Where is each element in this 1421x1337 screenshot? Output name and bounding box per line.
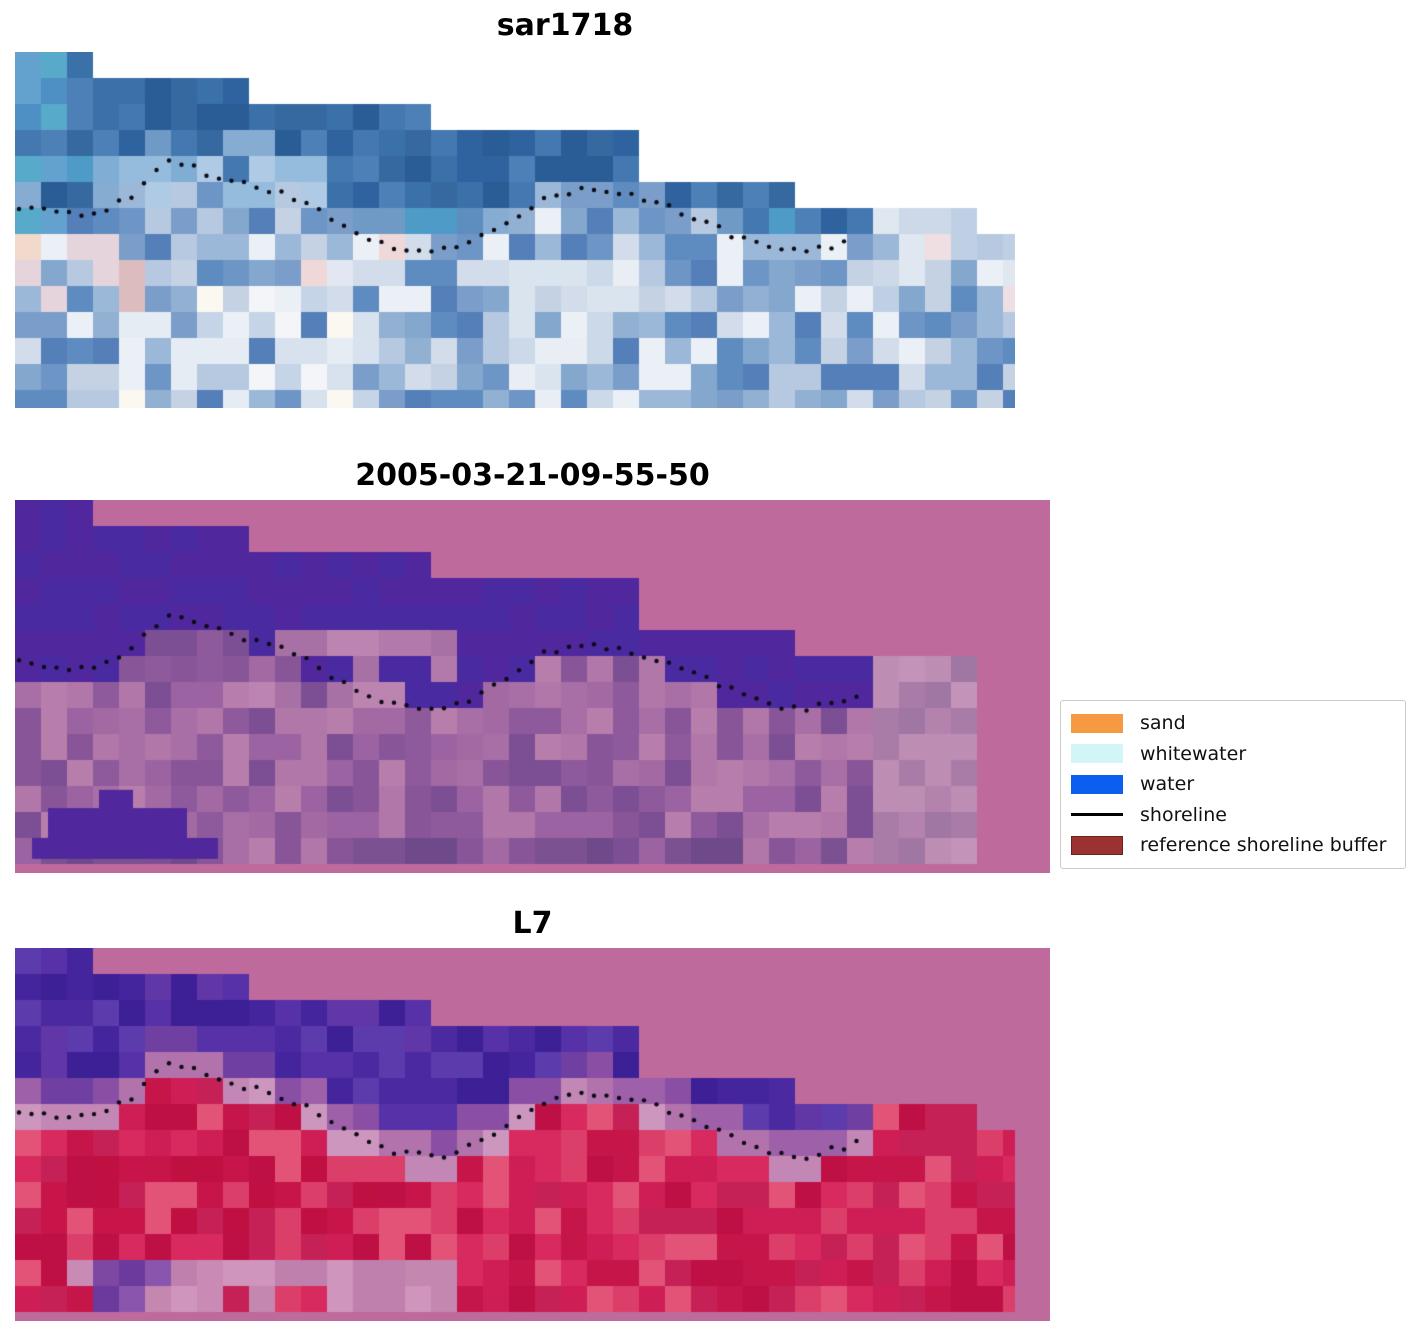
legend-label: shoreline [1140, 803, 1227, 826]
legend: sand whitewater water shoreline referenc… [1060, 700, 1406, 869]
legend-label: sand [1140, 712, 1186, 735]
legend-item-sand: sand [1071, 708, 1395, 739]
panel-title-l7: L7 [512, 906, 553, 941]
whitewater-swatch-icon [1071, 744, 1123, 764]
sand-swatch-icon [1071, 713, 1123, 733]
legend-item-water: water [1071, 769, 1395, 800]
classified-image-panel [15, 500, 1050, 873]
reference-buffer-swatch-icon [1071, 835, 1123, 855]
shoreline-line-icon [1071, 813, 1123, 817]
sar-image-panel [15, 52, 1015, 408]
legend-item-whitewater: whitewater [1071, 739, 1395, 770]
legend-label: reference shoreline buffer [1140, 834, 1387, 857]
legend-label: water [1140, 773, 1195, 796]
legend-label: whitewater [1140, 742, 1247, 765]
panel-title-sar1718: sar1718 [496, 8, 634, 43]
legend-item-shoreline: shoreline [1071, 800, 1395, 831]
l7-image-panel [15, 948, 1050, 1321]
panel-title-classified-date: 2005-03-21-09-55-50 [355, 458, 710, 493]
legend-item-reference-buffer: reference shoreline buffer [1071, 830, 1395, 861]
water-swatch-icon [1071, 774, 1123, 794]
